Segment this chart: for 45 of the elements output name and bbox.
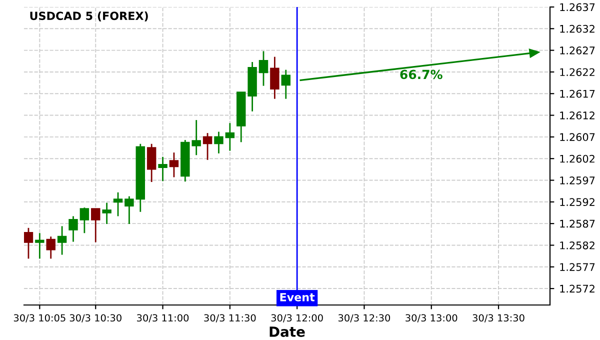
candlestick [202,132,212,161]
candlestick [102,202,112,225]
candlestick [169,152,179,178]
y-tick-label: 1.2637 [560,3,595,12]
x-tick-label: 30/3 13:30 [472,314,524,322]
y-tick-label: 1.2622 [560,68,594,76]
y-tick-label: 1.2597 [560,176,595,184]
candlestick [225,122,235,152]
annotation: 66.7% [400,70,442,80]
candlestick [158,156,168,182]
candlestick [91,208,100,243]
candlestick [146,143,156,183]
y-tick-label: 1.2617 [560,90,595,98]
y-tick-label: 1.2582 [560,241,594,250]
candlestick [281,69,290,100]
y-tick-label: 1.2632 [560,24,594,33]
candlestick [35,232,44,260]
x-tick-label: 30/3 10:30 [70,314,122,322]
candlestick [124,196,134,225]
candlestick [113,192,123,217]
x-tick-label: 30/3 11:30 [204,314,256,322]
x-tick-label: 30/3 10:05 [14,314,66,322]
x-tick-label: 30/3 13:00 [406,314,458,322]
candlestick [57,225,67,256]
candlestick [46,236,56,260]
y-tick-label: 1.2607 [560,133,595,142]
candlestick [24,227,34,260]
candlestick [258,50,268,87]
y-tick-label: 1.2602 [560,154,594,163]
x-tick-label: 30/3 12:30 [338,314,390,322]
y-tick-label: 1.2572 [560,284,594,293]
candlestick [80,206,90,234]
candlestick [270,56,280,100]
x-axis-title: Date [270,326,305,337]
candlestick [214,131,224,154]
y-tick-label: 1.2577 [560,263,595,271]
chart-title: USDCAD 5 (FOREX) [30,11,148,22]
y-tick-label: 1.2592 [560,198,594,206]
x-tick-label: 30/3 11:00 [137,314,189,322]
ref-line-label: Event [280,293,315,302]
y-tick-label: 1.2587 [560,220,595,228]
y-tick-label: 1.2627 [560,46,595,54]
x-tick-label: 30/3 12:00 [271,314,323,322]
candlestick [68,216,78,242]
y-tick-label: 1.2612 [560,112,594,120]
